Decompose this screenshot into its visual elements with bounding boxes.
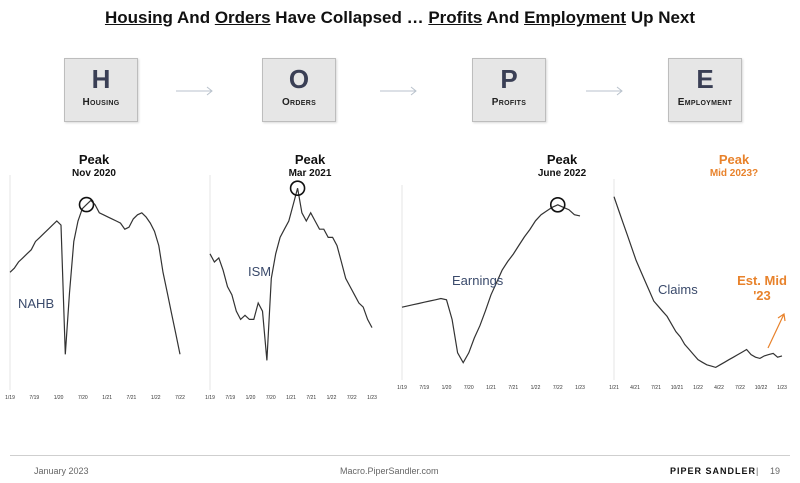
x-tick-label: 10/22 xyxy=(755,385,768,391)
peak-orders-date: Mar 2021 xyxy=(288,168,332,179)
x-tick-label: 1/22 xyxy=(693,385,703,391)
footer-brand: PIPER SANDLER xyxy=(670,466,757,476)
x-tick-label: 7/21 xyxy=(127,395,137,401)
arrow-right-icon xyxy=(380,86,417,96)
tile-housing-label: Housing xyxy=(82,97,120,108)
tile-profits: P Profits xyxy=(472,58,546,122)
series-line xyxy=(209,188,373,361)
tile-employment: E Employment xyxy=(668,58,742,122)
x-tick-label: 7/20 xyxy=(266,395,276,401)
footer-date: January 2023 xyxy=(34,466,89,476)
title-end: Up Next xyxy=(626,8,696,27)
title-employment: Employment xyxy=(524,8,627,27)
peak-employment-date: Mid 2023? xyxy=(709,168,759,179)
x-tick-label: 7/19 xyxy=(419,385,429,391)
peak-employment: Peak Mid 2023? xyxy=(690,152,778,180)
peak-orders: Peak Mar 2021 xyxy=(266,152,354,180)
peak-profits-title: Peak xyxy=(546,152,578,167)
x-tick-label: 1/21 xyxy=(286,395,296,401)
chart-profits: 1/19 7/19 1/20 7/20 1/21 7/21 1/22 7/22 1/23 xyxy=(397,185,585,391)
series-label-earnings: Earnings xyxy=(452,273,504,288)
arrow-right-icon xyxy=(176,86,213,96)
x-tick-label: 1/22 xyxy=(327,395,337,401)
x-tick-label: 1/21 xyxy=(102,395,112,401)
x-tick-label: 7/21 xyxy=(306,395,316,401)
tile-employment-letter: E xyxy=(696,64,714,94)
x-tick-label: 7/19 xyxy=(225,395,235,401)
title-housing: Housing xyxy=(104,8,173,27)
peak-marker xyxy=(549,196,566,213)
tile-orders-label: Orders xyxy=(281,97,317,108)
series-line xyxy=(9,199,181,355)
peak-housing-title: Peak xyxy=(78,152,110,167)
est-arrow-icon xyxy=(767,312,786,349)
x-tick-label: 7/22 xyxy=(347,395,357,401)
footer-site: Macro.PiperSandler.com xyxy=(340,466,439,476)
peak-employment-title: Peak xyxy=(718,152,750,167)
x-tick-label: 10/21 xyxy=(671,385,684,391)
x-tick-label: 1/22 xyxy=(531,385,541,391)
x-tick-label: 1/20 xyxy=(442,385,452,391)
chart-orders: 1/19 7/19 1/20 7/20 1/21 7/21 1/22 7/22 1/23 xyxy=(205,175,377,401)
x-tick-label: 1/20 xyxy=(246,395,256,401)
x-tick-label: 1/22 xyxy=(151,395,161,401)
series-label-nahb: NAHB xyxy=(18,296,55,311)
series-label-ism: ISM xyxy=(248,264,272,279)
x-tick-label: 7/21 xyxy=(651,385,661,391)
peak-marker xyxy=(289,180,306,197)
x-tick-label: 1/21 xyxy=(609,385,619,391)
peak-profits: Peak June 2022 xyxy=(518,152,606,180)
tile-housing: H Housing xyxy=(64,58,138,122)
peak-housing-date: Nov 2020 xyxy=(72,168,116,179)
x-tick-label: 1/23 xyxy=(575,385,585,391)
est-label: Est. Mid '23 xyxy=(737,273,787,303)
series-line xyxy=(613,196,783,369)
x-tick-label: 1/19 xyxy=(5,395,15,401)
tile-profits-label: Profits xyxy=(491,97,527,108)
tile-profits-letter: P xyxy=(500,64,518,94)
peak-profits-date: June 2022 xyxy=(537,168,587,179)
tile-orders-letter: O xyxy=(288,64,310,94)
x-tick-label: 1/21 xyxy=(486,385,496,391)
x-tick-label: 1/23 xyxy=(777,385,787,391)
x-tick-label: 7/22 xyxy=(175,395,185,401)
page-title: Housing And Orders Have Collapsed … Prof… xyxy=(0,8,800,28)
footer-separator: | xyxy=(756,466,759,476)
x-tick-label: 1/19 xyxy=(205,395,215,401)
x-tick-label: 7/20 xyxy=(78,395,88,401)
page-number: 19 xyxy=(770,466,781,476)
x-tick-label: 7/21 xyxy=(508,385,518,391)
x-tick-label: 7/20 xyxy=(464,385,474,391)
title-and-1: And xyxy=(172,8,215,27)
title-and-2: And xyxy=(482,8,525,27)
series-line xyxy=(401,204,581,364)
x-tick-label: 4/21 xyxy=(630,385,640,391)
title-profits: Profits xyxy=(428,8,483,27)
x-tick-label: 4/22 xyxy=(714,385,724,391)
footer-divider xyxy=(10,455,790,456)
tile-orders: O Orders xyxy=(262,58,336,122)
chart-housing: 1/19 7/19 1/20 7/20 1/21 7/21 1/22 7/22 xyxy=(5,175,185,401)
x-tick-label: 1/19 xyxy=(397,385,407,391)
x-tick-label: 7/19 xyxy=(29,395,39,401)
peak-marker xyxy=(78,196,95,213)
x-tick-label: 1/20 xyxy=(54,395,64,401)
chart-employment: 1/21 4/21 7/21 10/21 1/22 4/22 7/22 10/22 1/23 xyxy=(609,179,787,391)
title-middle: Have Collapsed … xyxy=(270,8,429,27)
arrow-right-icon xyxy=(586,86,623,96)
x-tick-label: 7/22 xyxy=(553,385,563,391)
title-orders: Orders xyxy=(214,8,271,27)
x-tick-label: 1/23 xyxy=(367,395,377,401)
series-label-claims: Claims xyxy=(658,282,698,297)
tile-housing-letter: H xyxy=(91,64,111,94)
peak-orders-title: Peak xyxy=(294,152,326,167)
x-tick-label: 7/22 xyxy=(735,385,745,391)
tile-employment-label: Employment xyxy=(677,97,733,108)
peak-housing: Peak Nov 2020 xyxy=(50,152,138,180)
